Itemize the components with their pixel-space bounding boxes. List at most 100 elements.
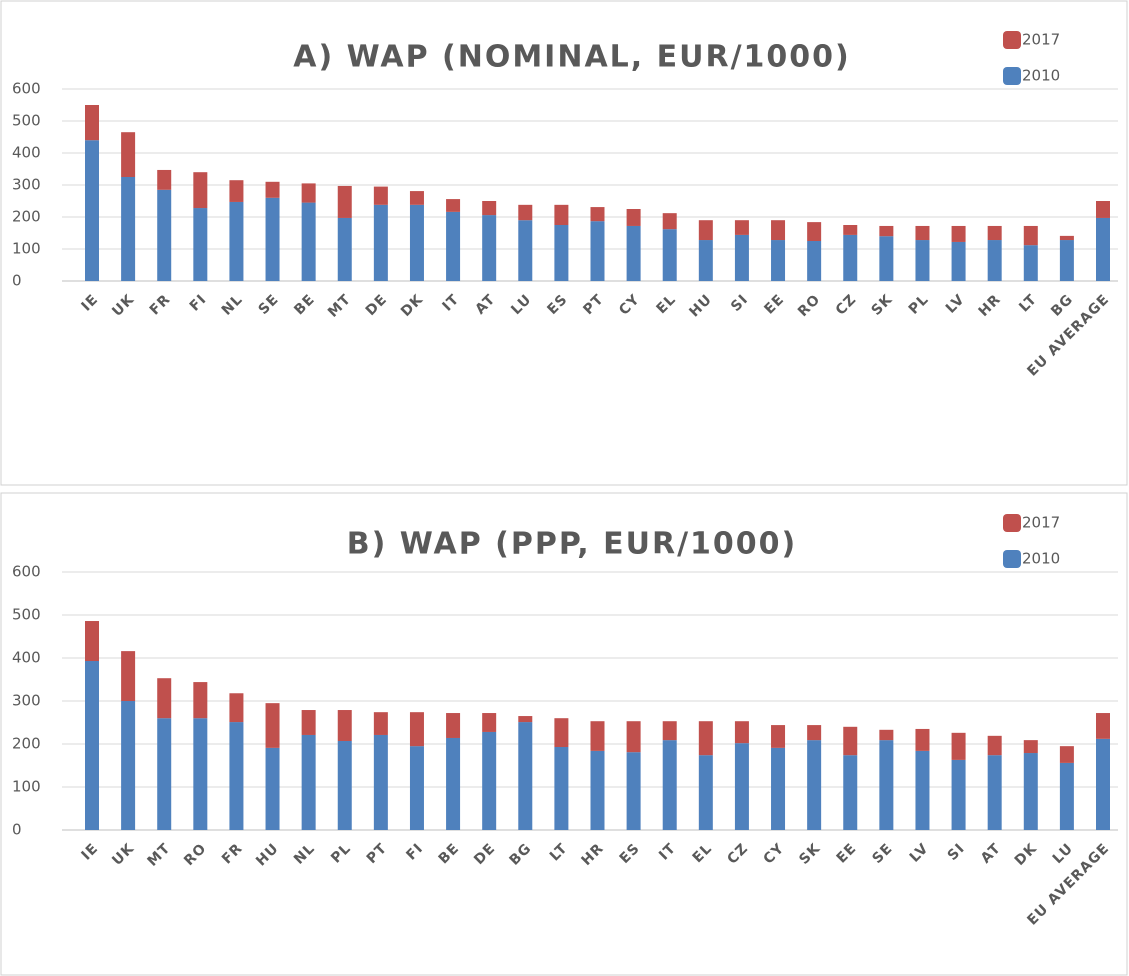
legend-swatch <box>1003 31 1021 49</box>
bar-segment <box>446 713 461 738</box>
legend-label: 2010 <box>1022 67 1060 85</box>
bar-segment <box>734 721 749 744</box>
x-tick-label: NL <box>291 840 318 867</box>
x-tick-label: SE <box>869 840 896 867</box>
bar-segment <box>337 185 352 218</box>
bar-segment <box>482 201 497 216</box>
y-tick-label: 500 <box>12 112 41 130</box>
bar-segment <box>771 220 786 241</box>
bar-segment <box>915 728 930 751</box>
bar-segment <box>626 225 641 281</box>
bar-segment <box>879 225 894 237</box>
bar-segment <box>879 740 894 830</box>
bar-segment <box>807 241 822 281</box>
bar-segment <box>951 241 966 281</box>
bar-segment <box>1096 217 1110 281</box>
x-tick-label: PT <box>580 291 607 318</box>
x-tick-label: RO <box>795 291 824 320</box>
bar-segment <box>482 731 497 830</box>
bar-segment <box>301 734 316 830</box>
bar-segment <box>85 621 99 662</box>
x-tick-label: DE <box>471 840 499 868</box>
bar-segment <box>373 186 388 205</box>
y-tick-label: 600 <box>12 563 41 581</box>
legend-label: 2010 <box>1022 550 1060 568</box>
y-tick-label: 600 <box>12 80 41 98</box>
x-tick-label: SI <box>728 291 752 315</box>
bar-segment <box>229 722 244 830</box>
bar-segment <box>121 177 136 281</box>
bar-segment <box>554 718 569 748</box>
x-tick-label: FI <box>403 840 426 863</box>
x-tick-label: ES <box>544 291 571 318</box>
x-tick-label: SK <box>796 840 824 868</box>
bar-segment <box>193 718 208 830</box>
x-tick-label: SK <box>868 291 896 319</box>
bar-segment <box>807 740 822 830</box>
bar-segment <box>734 743 749 830</box>
bar-segment <box>771 240 786 281</box>
x-tick-label: IT <box>656 840 679 863</box>
x-tick-label: HR <box>579 840 608 869</box>
bar-segment <box>554 204 569 225</box>
bar-segment <box>951 759 966 830</box>
x-tick-label: EE <box>834 840 860 866</box>
bar-segment <box>698 240 713 281</box>
x-tick-label: FI <box>187 291 210 314</box>
bar-segment <box>229 693 244 723</box>
x-tick-label: UK <box>109 840 138 869</box>
bar-segment <box>987 755 1002 830</box>
bar-segment <box>409 191 424 205</box>
bar-segment <box>590 207 605 222</box>
bar-segment <box>157 678 172 719</box>
x-tick-label: BG <box>507 840 535 868</box>
bar-segment <box>1096 713 1110 739</box>
bar-segment <box>987 735 1002 756</box>
bar-segment <box>301 710 316 735</box>
bar-segment <box>265 197 280 281</box>
x-tick-label: PL <box>328 840 354 866</box>
bar-segment <box>482 215 497 281</box>
panel-border <box>0 0 1128 486</box>
bar-segment <box>590 721 605 751</box>
bar-segment <box>409 712 424 747</box>
bar-segment <box>554 225 569 281</box>
bar-segment <box>807 725 822 741</box>
y-tick-label: 400 <box>12 649 41 667</box>
x-tick-label: SE <box>256 291 283 318</box>
x-tick-label: LV <box>943 291 968 316</box>
bar-segment <box>843 726 858 756</box>
bar-segment <box>229 201 244 281</box>
bar-segment <box>879 236 894 281</box>
bar-segment <box>734 234 749 281</box>
x-tick-label: LT <box>547 840 571 864</box>
bar-segment <box>734 220 749 235</box>
bar-segment <box>265 747 280 830</box>
bar-segment <box>446 211 461 281</box>
x-tick-label: MT <box>325 291 354 320</box>
bar-segment <box>121 701 136 830</box>
x-tick-label: HR <box>976 291 1005 320</box>
bar-segment <box>626 721 641 753</box>
bar-segment <box>229 180 244 202</box>
chart-title: B) WAP (PPP, EUR/1000) <box>347 527 798 562</box>
panel-border <box>0 492 1128 976</box>
bar-segment <box>662 740 677 830</box>
bar-segment <box>771 747 786 830</box>
x-tick-label: EE <box>761 291 787 317</box>
x-tick-label: FR <box>147 291 174 318</box>
bar-segment <box>409 204 424 281</box>
bar-segment <box>482 713 497 732</box>
bar-segment <box>157 169 172 190</box>
x-tick-label: PL <box>906 291 932 317</box>
bar-segment <box>1096 738 1110 830</box>
bar-segment <box>121 132 136 177</box>
bar-segment <box>373 734 388 830</box>
bar-segment <box>409 746 424 830</box>
y-tick-label: 300 <box>12 692 41 710</box>
bar-segment <box>446 737 461 830</box>
bar-segment <box>698 721 713 756</box>
bar-segment <box>843 225 858 235</box>
x-tick-label: HU <box>686 291 715 320</box>
